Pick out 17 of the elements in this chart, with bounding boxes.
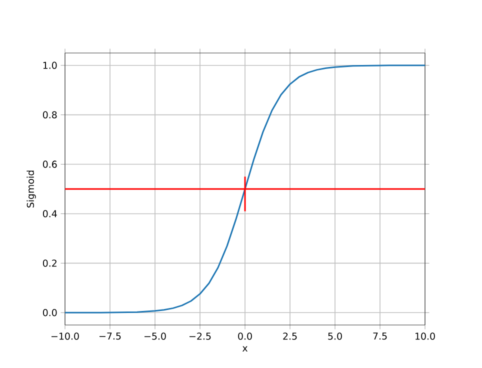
y-axis-title: Sigmoid <box>26 170 36 208</box>
y-tick-label: 0.6 <box>42 160 57 168</box>
x-tick-label: −2.5 <box>190 332 211 340</box>
x-tick-label: −7.5 <box>100 332 121 340</box>
x-tick-label: 2.5 <box>283 332 297 340</box>
x-tick-label: 0.0 <box>238 332 252 340</box>
y-tick-label: 0.8 <box>42 111 57 118</box>
x-tick-label: −5.0 <box>144 332 166 340</box>
y-tick-label: 0.0 <box>42 309 57 316</box>
x-tick-label: 7.5 <box>373 332 387 340</box>
y-tick-label: 1.0 <box>43 62 57 69</box>
y-tick-label: 0.4 <box>42 210 57 218</box>
x-axis-title: x <box>242 346 248 352</box>
x-tick-label: −10.0 <box>52 332 79 340</box>
x-tick-label: 10.0 <box>416 332 435 340</box>
y-tick-label: 0.2 <box>42 260 56 267</box>
x-tick-label: 5.0 <box>328 332 342 340</box>
